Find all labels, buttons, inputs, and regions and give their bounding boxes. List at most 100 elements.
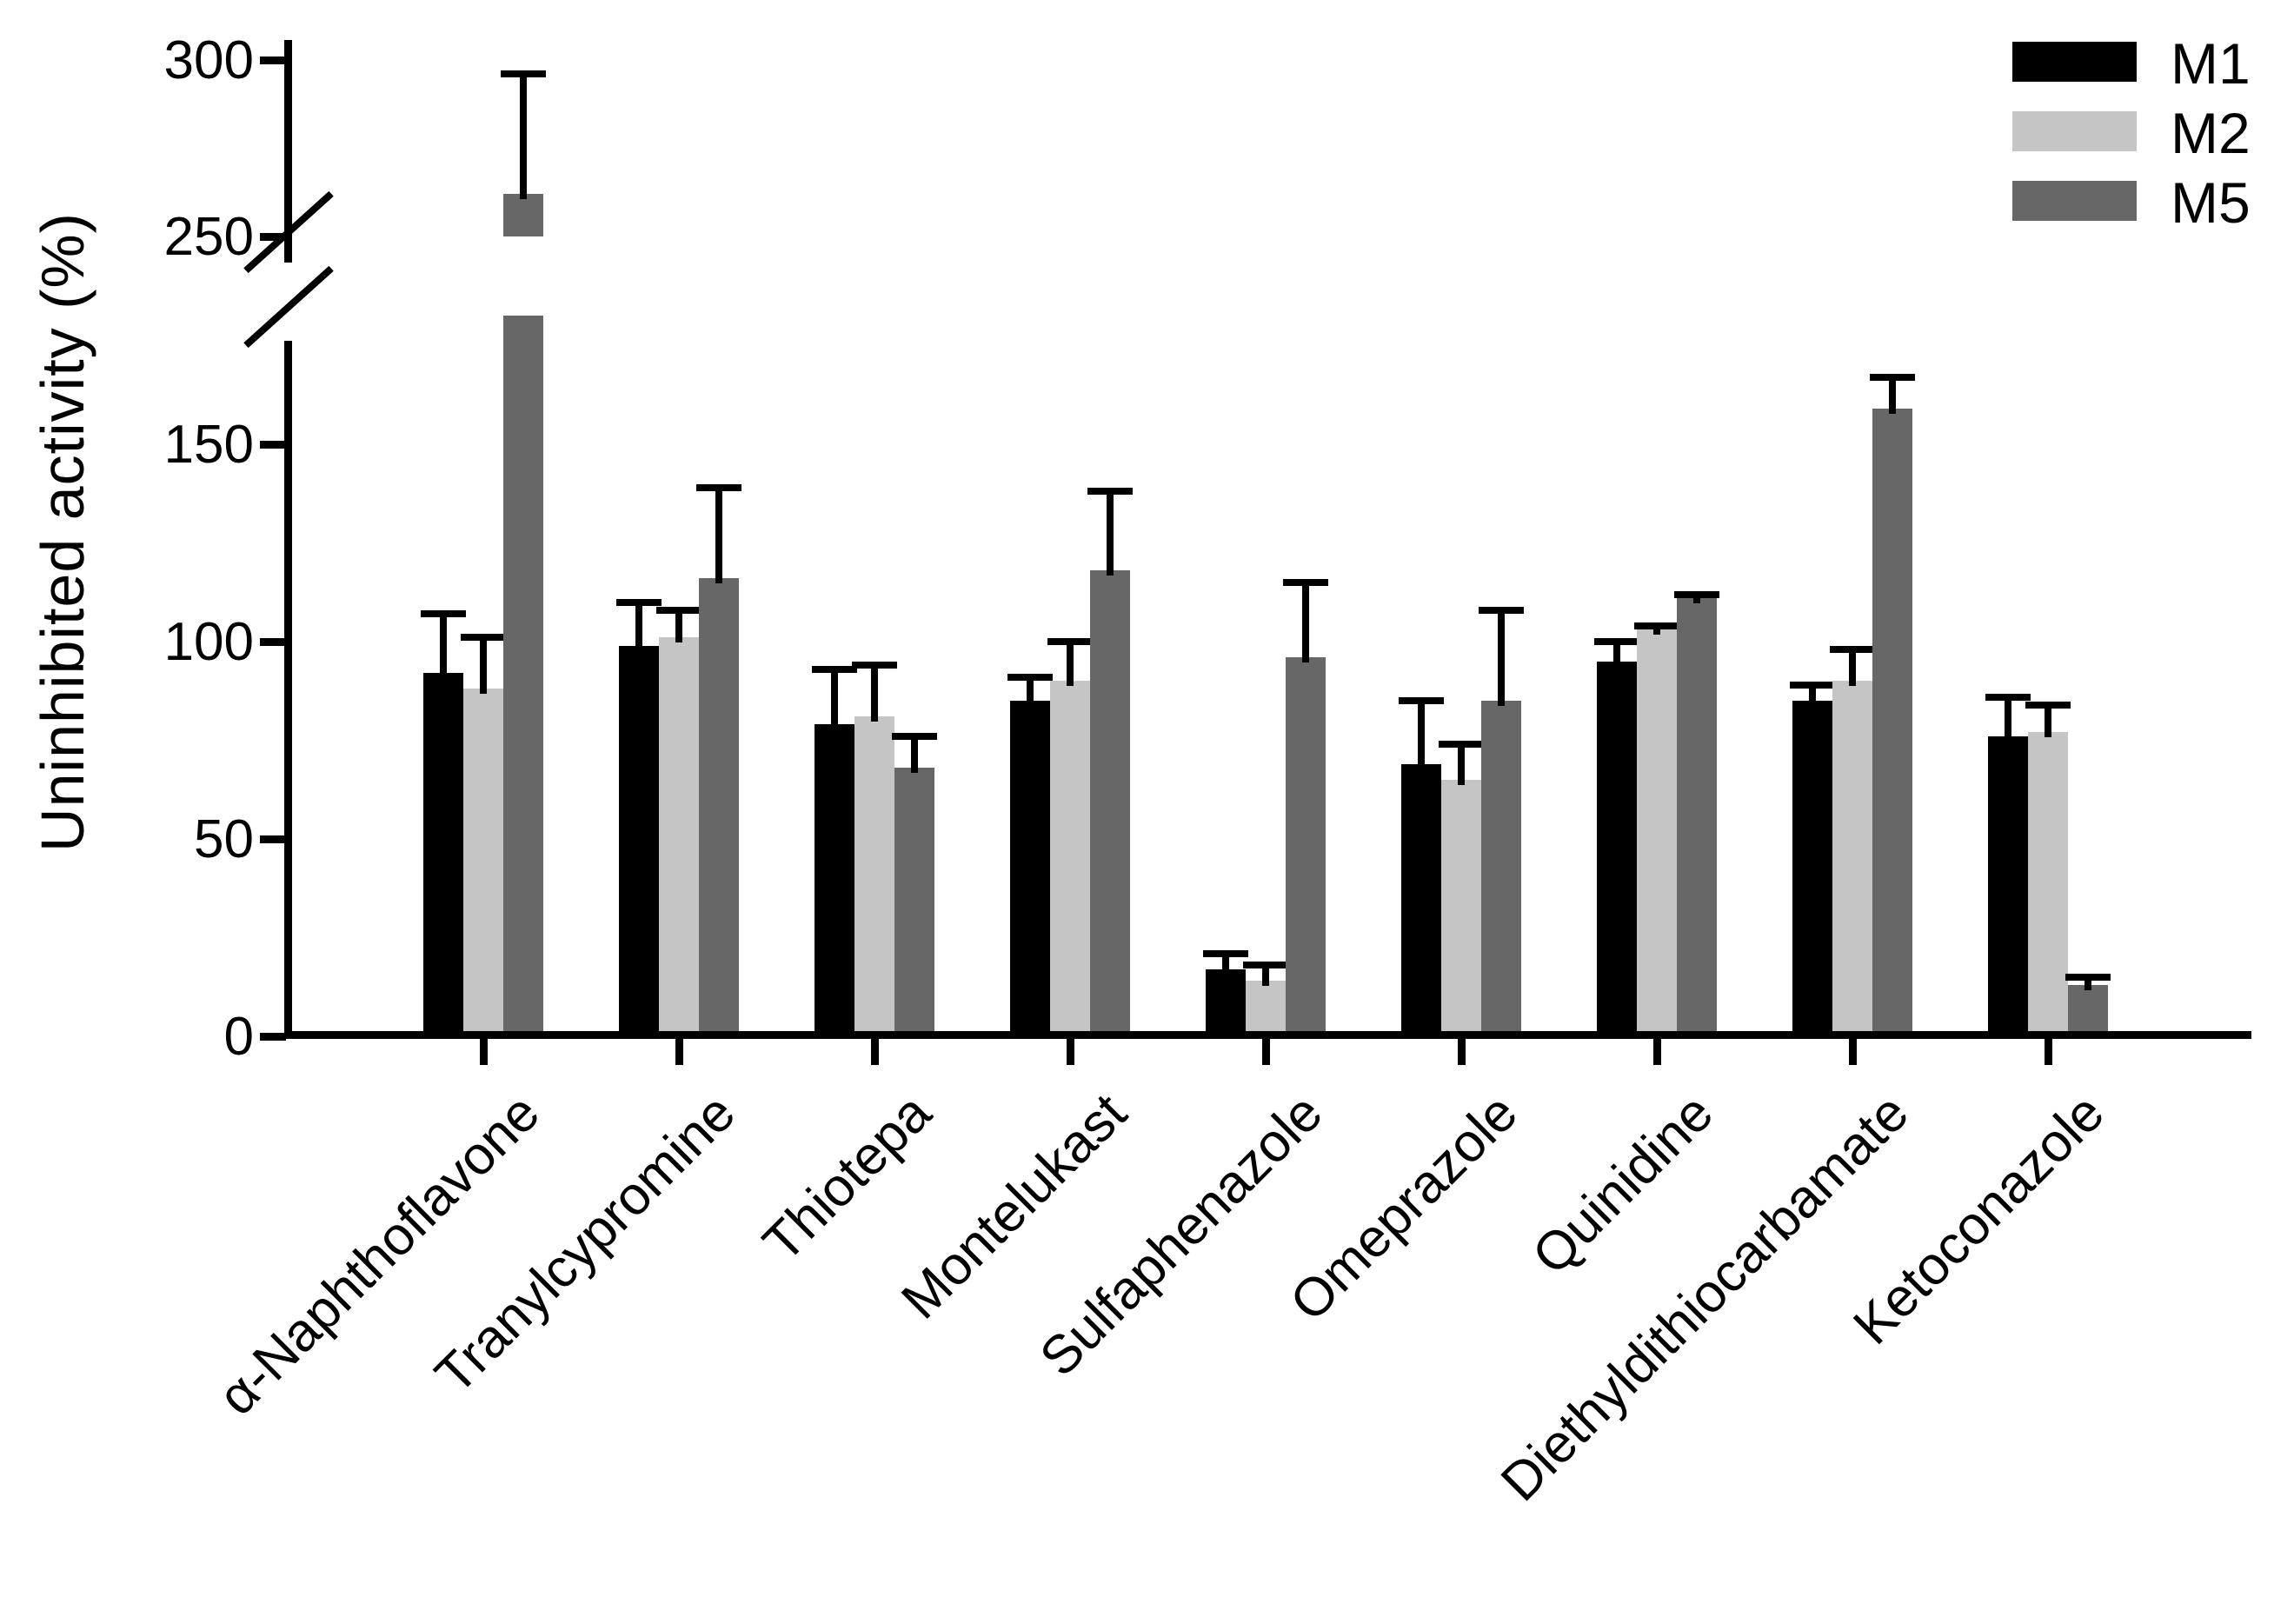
y-axis-lower-segment [284, 341, 292, 1036]
error-bar-stem [715, 488, 722, 583]
error-bar-cap [461, 634, 506, 641]
error-bar-cap [1830, 646, 1875, 653]
error-bar-cap [1047, 638, 1093, 645]
error-bar-cap [2065, 974, 2111, 981]
bar-M5 [699, 578, 739, 1035]
bar-M2 [1246, 981, 1286, 1035]
bar-M5 [1677, 598, 1717, 1035]
legend-label-M1: M1 [2171, 31, 2251, 96]
error-bar-stem [1693, 595, 1700, 603]
bar-M2 [1441, 780, 1481, 1035]
legend-swatch-M5 [2012, 181, 2137, 221]
bar-M2 [854, 716, 894, 1035]
error-bar-cap [1479, 607, 1524, 614]
bar-M1 [1206, 969, 1246, 1035]
bar-M2 [659, 637, 699, 1035]
bar-M1 [619, 646, 659, 1035]
error-bar-stem [1027, 677, 1034, 706]
bar-M5 [503, 316, 543, 1035]
error-bar-stem [1613, 642, 1620, 667]
error-bar-stem [1849, 649, 1856, 686]
bar-M1 [1010, 701, 1050, 1035]
error-bar-stem [871, 665, 878, 722]
error-bar-cap [1634, 622, 1679, 629]
error-bar-cap [1007, 674, 1053, 681]
bar-M5 [1286, 657, 1326, 1035]
y-tick-label: 100 [163, 612, 254, 672]
error-bar-stem [1067, 642, 1074, 686]
y-tick-label: 150 [163, 415, 254, 475]
error-bar-stem [440, 614, 447, 678]
x-axis-label: Quinidine [1521, 1082, 1725, 1287]
y-tick [260, 1033, 286, 1041]
bar-M5 [1872, 409, 1912, 1035]
error-bar-stem [911, 736, 918, 773]
error-bar-stem [1107, 491, 1114, 576]
error-bar-cap [1674, 591, 1719, 598]
x-axis-label: Diethyldithiocarbamate [1490, 1082, 1921, 1514]
error-bar-cap [1790, 682, 1835, 689]
error-bar-stem [831, 669, 838, 729]
error-bar-stem [1653, 626, 1660, 635]
y-tick-label: 300 [163, 30, 254, 90]
bar-M1 [423, 673, 463, 1035]
error-bar-cap [1985, 694, 2031, 701]
bar-M5 [894, 768, 934, 1035]
bar-M2 [1637, 629, 1677, 1035]
error-bar-cap [421, 610, 466, 617]
error-bar-stem [480, 637, 487, 694]
error-bar-cap [1087, 488, 1133, 495]
x-tick [480, 1039, 488, 1065]
bar-M5 [1090, 570, 1130, 1035]
error-bar-cap [1243, 962, 1288, 968]
error-bar-cap [1203, 950, 1248, 957]
bar-M1 [1988, 736, 2028, 1035]
y-tick [260, 233, 286, 241]
error-bar-cap [812, 666, 857, 673]
error-bar-cap [1870, 374, 1915, 381]
error-bar-stem [1418, 701, 1425, 769]
bar-M1 [1792, 701, 1832, 1035]
bar-M1 [815, 724, 854, 1035]
error-bar-cap [616, 599, 662, 606]
error-bar-cap [1439, 741, 1484, 748]
error-bar-stem [2005, 697, 2011, 742]
error-bar-stem [1262, 965, 1269, 986]
x-axis-label: α-Naphthoflavone [207, 1082, 552, 1428]
bar-M2 [1832, 681, 1872, 1035]
error-bar-cap [1283, 579, 1328, 586]
error-bar-stem [1458, 744, 1465, 785]
legend-swatch-M1 [2012, 42, 2137, 82]
bar-M2 [463, 689, 503, 1035]
error-bar-stem [1809, 685, 1816, 706]
error-bar-cap [696, 484, 741, 491]
axis-break-slash-lower [243, 265, 334, 349]
legend-label-M5: M5 [2171, 170, 2251, 235]
error-bar-cap [892, 733, 937, 740]
x-axis-line [284, 1031, 2251, 1039]
x-tick [1849, 1039, 1857, 1065]
error-bar-stem [2084, 977, 2091, 990]
y-axis-upper-segment [284, 40, 292, 263]
y-tick [260, 638, 286, 646]
y-tick [260, 57, 286, 64]
x-tick [1067, 1039, 1074, 1065]
y-axis-title: Uninhibited activity (%) [29, 212, 96, 852]
y-tick-label: 250 [163, 207, 254, 267]
bar-M5 [503, 194, 543, 236]
legend-swatch-M2 [2012, 111, 2137, 151]
error-bar-stem [1302, 582, 1309, 662]
bar-M2 [2028, 732, 2068, 1035]
x-tick [871, 1039, 879, 1065]
error-bar-cap [852, 662, 897, 669]
x-axis-label: Thiotepa [751, 1082, 943, 1274]
error-bar-cap [1399, 697, 1444, 704]
y-tick [260, 441, 286, 449]
error-bar-cap [2025, 702, 2071, 709]
error-bar-stem [520, 74, 527, 199]
y-tick-label: 50 [194, 809, 254, 869]
bar-M2 [1050, 681, 1090, 1035]
y-tick-label: 0 [223, 1007, 254, 1067]
x-tick [1653, 1039, 1661, 1065]
